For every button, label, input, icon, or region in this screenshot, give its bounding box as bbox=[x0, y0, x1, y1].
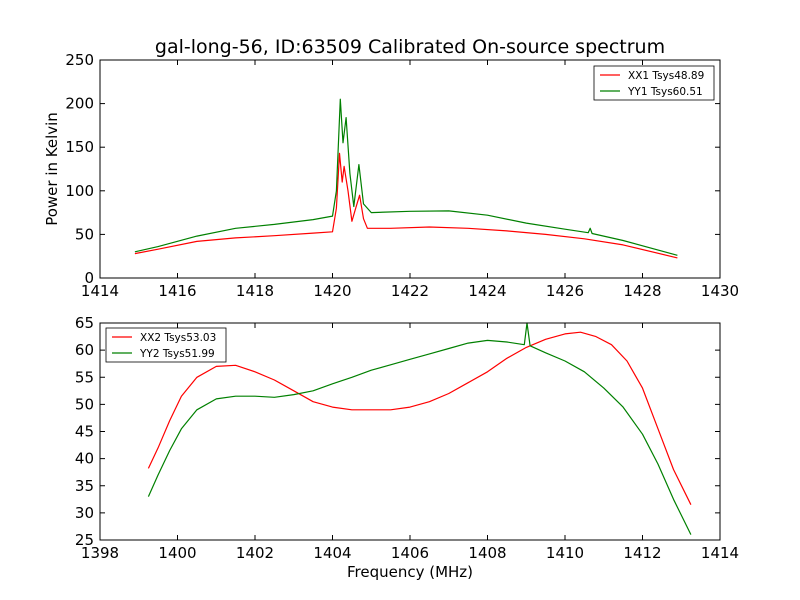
top-x-tick-label: 1422 bbox=[391, 282, 429, 300]
bottom-y-tick-label: 55 bbox=[75, 368, 94, 386]
bottom-x-tick-label: 1402 bbox=[236, 544, 274, 562]
bottom-y-tick-label: 50 bbox=[75, 395, 94, 413]
bottom-y-tick-label: 35 bbox=[75, 477, 94, 495]
bottom-series-line-1: XX2 Tsys53.03 bbox=[147, 331, 692, 505]
top-legend-label-1: XX1 Tsys48.89 bbox=[628, 70, 704, 82]
top-legend-box bbox=[593, 65, 715, 101]
bottom-x-tick-label: 1414 bbox=[701, 544, 739, 562]
bottom-x-tick-label: 1406 bbox=[391, 544, 429, 562]
bottom-x-tick-label: 1400 bbox=[158, 544, 196, 562]
bottom-x-tick-label: 1412 bbox=[623, 544, 661, 562]
top-x-tick-label: 1416 bbox=[158, 282, 196, 300]
bottom-series-line-2: YY2 Tsys51.99 bbox=[147, 322, 692, 535]
bottom-x-tick-label: 1408 bbox=[468, 544, 506, 562]
bottom-x-tick-label: 1398 bbox=[81, 544, 119, 562]
top-x-tick-label: 1420 bbox=[313, 282, 351, 300]
bottom-y-tick-label: 45 bbox=[75, 423, 94, 441]
bottom-y-tick-label: 65 bbox=[75, 314, 94, 332]
top-y-tick-label: 0 bbox=[84, 269, 94, 287]
top-series-line-1: XX1 Tsys48.89 bbox=[134, 152, 678, 259]
top-x-tick-label: 1424 bbox=[468, 282, 506, 300]
chart-title: gal-long-56, ID:63509 Calibrated On-sour… bbox=[155, 36, 665, 58]
top-legend-label-2: YY1 Tsys60.51 bbox=[627, 86, 703, 98]
top-x-tick-label: 1414 bbox=[81, 282, 119, 300]
top-y-tick-label: 200 bbox=[65, 95, 94, 113]
bottom-x-tick-label: 1404 bbox=[313, 544, 351, 562]
bottom-y-tick-label: 60 bbox=[75, 341, 94, 359]
top-x-tick-label: 1428 bbox=[623, 282, 661, 300]
bottom-y-tick-label: 40 bbox=[75, 450, 94, 468]
top-y-tick-label: 250 bbox=[65, 51, 94, 69]
bottom-y-tick-label: 30 bbox=[75, 504, 94, 522]
top-y-tick-label: 100 bbox=[65, 182, 94, 200]
bottom-x-tick-label: 1410 bbox=[546, 544, 584, 562]
top-x-tick-label: 1430 bbox=[701, 282, 739, 300]
top-series-line-2: YY1 Tsys60.51 bbox=[134, 98, 678, 256]
bottom-x-axis-label: Frequency (MHz) bbox=[347, 563, 473, 581]
top-y-tick-label: 50 bbox=[75, 225, 94, 243]
top-x-tick-label: 1426 bbox=[546, 282, 584, 300]
top-y-axis-label: Power in Kelvin bbox=[43, 112, 61, 226]
bottom-legend-box bbox=[105, 327, 227, 363]
top-y-tick-label: 150 bbox=[65, 138, 94, 156]
top-x-tick-label: 1418 bbox=[236, 282, 274, 300]
bottom-legend-label-2: YY2 Tsys51.99 bbox=[139, 348, 215, 360]
bottom-legend-label-1: XX2 Tsys53.03 bbox=[140, 332, 216, 344]
bottom-y-tick-label: 25 bbox=[75, 531, 94, 549]
